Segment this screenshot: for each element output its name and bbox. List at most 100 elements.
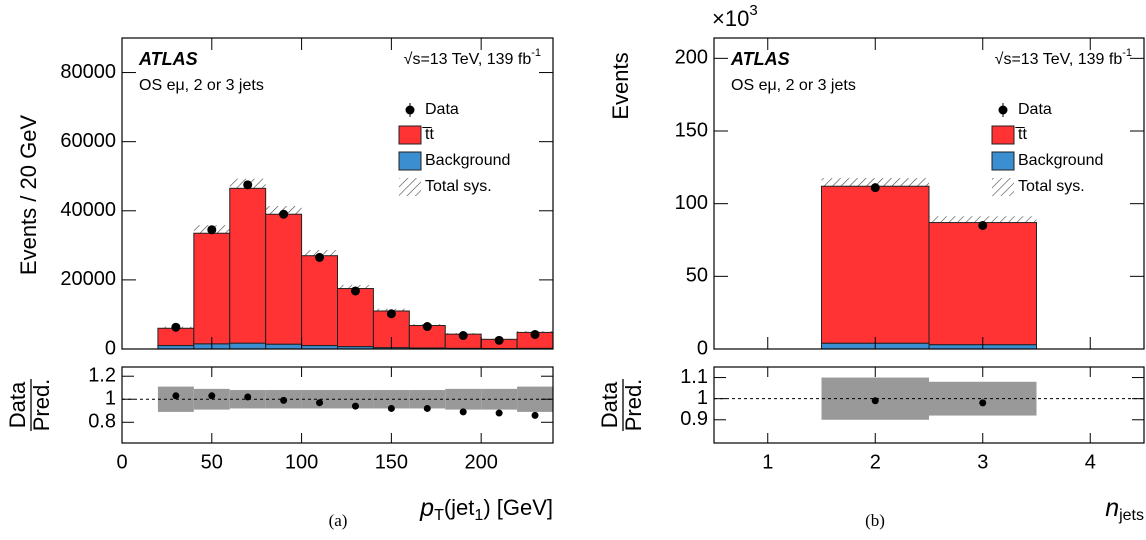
x-tick-label: 200 <box>464 451 497 473</box>
frame <box>713 37 1145 350</box>
energy-label-exp: -1 <box>1122 47 1132 59</box>
region-label: OS eμ, 2 or 3 jets <box>139 77 264 94</box>
legend-swatch <box>399 178 421 196</box>
atlas-label: ATLAS <box>138 49 198 69</box>
ratio-point <box>316 399 324 407</box>
y-tick-label: 150 <box>675 119 708 141</box>
stack-segment <box>265 343 303 350</box>
data-point <box>279 209 289 219</box>
energy-label-main: √s=13 TeV, 139 fb <box>995 51 1123 68</box>
legend-label: Total sys. <box>1018 178 1085 195</box>
energy-label-exp: -1 <box>531 47 541 59</box>
y-tick-label: 50 <box>686 265 708 287</box>
data-point <box>207 225 217 235</box>
x-axis-label-part: ) [GeV] <box>483 495 553 520</box>
ratio-y-tick-label: 1 <box>697 387 708 409</box>
region-label: OS eμ, 2 or 3 jets <box>731 77 856 94</box>
y-tick-label: 40000 <box>60 199 116 221</box>
ratio-y-label: Data Pred. <box>597 379 646 432</box>
ratio-y-label: Data Pred. <box>5 379 54 432</box>
stack-segment <box>265 213 303 345</box>
x-tick-label: 1 <box>762 451 773 473</box>
y-tick-label: 80000 <box>60 61 116 83</box>
legend-label: Background <box>1018 152 1103 169</box>
data-point <box>870 183 880 193</box>
y-tick-label: 60000 <box>60 130 116 152</box>
x-tick-label: 3 <box>977 451 988 473</box>
ratio-y-label-bottom: Pred. <box>621 379 646 432</box>
stack-segment <box>301 255 339 347</box>
ratio-point <box>244 393 252 401</box>
legend-label: t̅t <box>1015 126 1027 143</box>
stack-segment <box>928 222 1037 346</box>
ratio-point <box>280 396 288 404</box>
x-axis-label-part: T <box>434 507 444 524</box>
frame <box>121 37 554 350</box>
legend-swatch <box>991 125 1015 145</box>
ratio-point <box>387 404 395 412</box>
ratio-band <box>929 381 1037 416</box>
y-tick-label: 0 <box>105 337 116 359</box>
legend-label: Total sys. <box>425 178 492 195</box>
x-axis-label-part: jets <box>1118 507 1144 524</box>
energy-label: √s=13 TeV, 139 fb-1 <box>995 47 1132 68</box>
y-tick-label: 20000 <box>60 268 116 290</box>
ratio-band <box>409 390 446 409</box>
ratio-band <box>481 388 518 410</box>
y-tick-label: 100 <box>675 192 708 214</box>
caption: (a) <box>329 511 348 530</box>
ratio-point <box>208 392 216 400</box>
ratio-band <box>445 388 482 410</box>
y-scale-label: ×103 <box>712 2 758 31</box>
ratio-frame <box>121 366 554 444</box>
x-axis-label: pT(jet1) [GeV] <box>419 494 553 525</box>
data-point <box>494 335 504 345</box>
data-point <box>978 220 988 230</box>
ratio-frame <box>713 366 1145 444</box>
ratio-point <box>351 402 359 410</box>
ratio-y-tick-label: 0.8 <box>88 411 116 433</box>
data-point <box>530 329 540 339</box>
stack-segment <box>193 232 231 345</box>
data-point <box>350 286 360 296</box>
ratio-point <box>531 411 539 419</box>
x-axis-label-part: (jet <box>444 495 475 520</box>
x-tick-label: 150 <box>375 451 408 473</box>
ratio-y-tick-label: 0.9 <box>680 408 708 430</box>
x-tick-label: 4 <box>1085 451 1096 473</box>
ratio-y-tick-label: 1 <box>105 388 116 410</box>
data-point <box>171 322 181 332</box>
ratio-y-label-top: Data <box>5 381 30 428</box>
x-tick-label: 2 <box>870 451 881 473</box>
y-tick-label: 200 <box>675 47 708 69</box>
x-tick-label: 50 <box>201 451 223 473</box>
x-tick-label: 0 <box>116 451 127 473</box>
atlas-label: ATLAS <box>730 49 790 69</box>
ratio-point <box>979 399 987 407</box>
stack-segment <box>229 342 267 350</box>
data-point <box>422 322 432 332</box>
stack-segment <box>229 187 267 344</box>
stack-segment <box>337 288 374 348</box>
y-tick-label: 0 <box>697 337 708 359</box>
ratio-y-tick-label: 1.2 <box>88 364 116 386</box>
ratio-y-tick-label: 1.1 <box>680 366 708 388</box>
x-tick-label: 100 <box>285 451 318 473</box>
ratio-point <box>495 409 503 417</box>
ratio-point <box>459 408 467 416</box>
x-axis-label: njets <box>1105 494 1144 525</box>
energy-label-main: √s=13 TeV, 139 fb <box>404 51 532 68</box>
legend-swatch <box>992 178 1014 196</box>
y-scale-base: ×10 <box>712 6 749 31</box>
ratio-band <box>337 390 374 409</box>
legend-label: t̅t <box>422 126 434 143</box>
legend-label: Data <box>1018 101 1052 118</box>
x-axis-label-part: n <box>1105 494 1119 522</box>
energy-label: √s=13 TeV, 139 fb-1 <box>404 47 541 68</box>
ratio-y-label-top: Data <box>597 381 622 428</box>
legend-label: Data <box>425 101 459 118</box>
caption: (b) <box>865 511 885 530</box>
ratio-point <box>172 392 180 400</box>
ratio-point <box>423 404 431 412</box>
